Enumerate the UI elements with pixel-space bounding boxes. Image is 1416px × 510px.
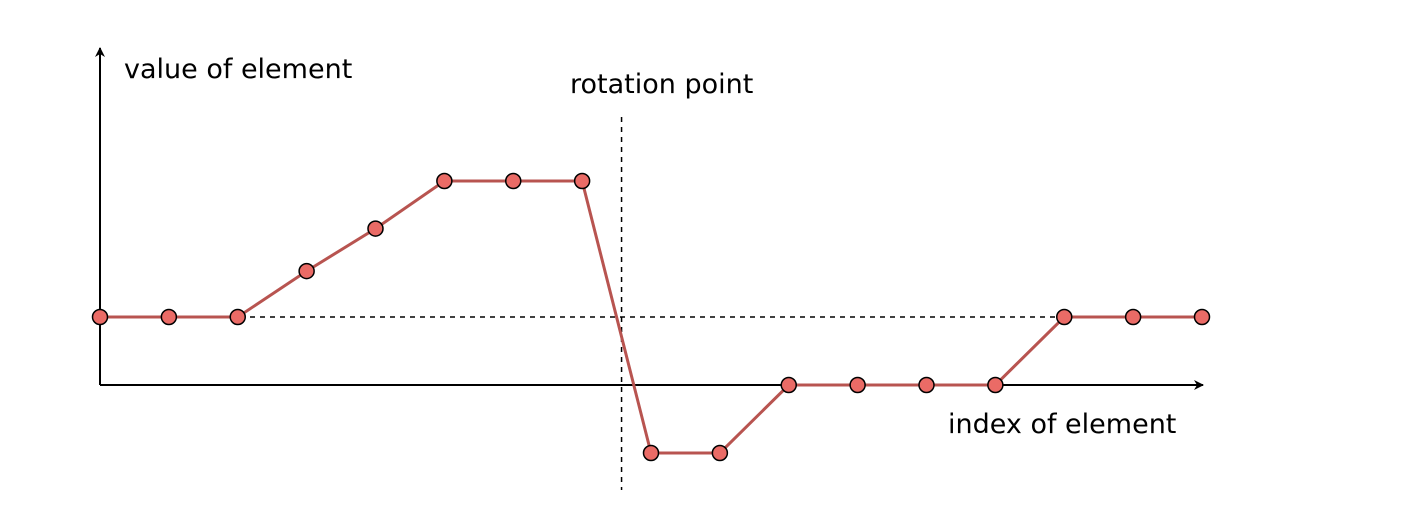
data-point-10 — [780, 376, 797, 394]
data-point-7 — [573, 172, 591, 190]
data-point-3 — [298, 262, 315, 280]
data-point-0 — [91, 308, 109, 326]
data-point-4 — [367, 220, 384, 237]
data-point-8 — [642, 444, 660, 462]
data-point-12 — [918, 376, 935, 394]
data-point-16 — [1193, 308, 1211, 326]
rotation-point-label: rotation point — [570, 69, 753, 100]
data-point-6 — [505, 172, 522, 190]
y-axis-label: value of element — [124, 54, 352, 85]
x-axis-label: index of element — [948, 409, 1176, 440]
data-point-14 — [1056, 308, 1073, 326]
data-point-11 — [849, 376, 866, 394]
data-points — [91, 172, 1211, 462]
data-point-15 — [1124, 308, 1142, 326]
data-point-13 — [987, 376, 1004, 394]
data-point-2 — [229, 308, 246, 326]
data-point-1 — [160, 308, 178, 326]
data-point-5 — [436, 172, 453, 190]
data-point-9 — [711, 444, 729, 462]
